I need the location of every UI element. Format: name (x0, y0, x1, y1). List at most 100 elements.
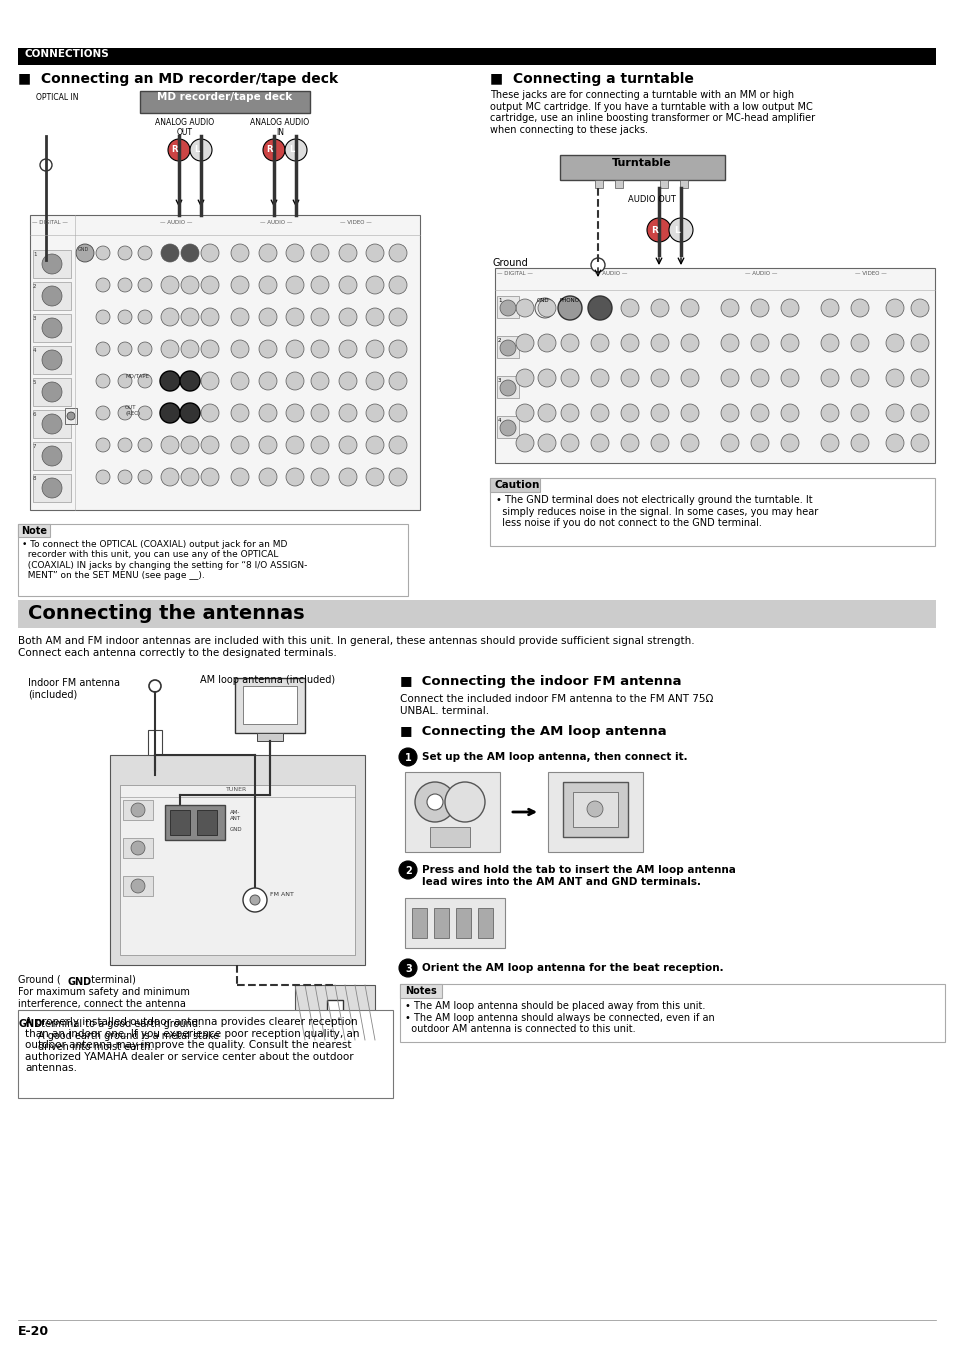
Circle shape (680, 434, 699, 453)
Circle shape (118, 309, 132, 324)
Text: Ground: Ground (493, 258, 528, 267)
Circle shape (535, 299, 555, 317)
Circle shape (42, 254, 62, 274)
Text: 2: 2 (33, 284, 36, 289)
Circle shape (850, 299, 868, 317)
Bar (196, 811, 216, 835)
Bar (120, 785, 355, 955)
Circle shape (415, 782, 455, 821)
Circle shape (516, 434, 534, 453)
Circle shape (590, 369, 608, 386)
Circle shape (650, 434, 668, 453)
Circle shape (366, 245, 384, 262)
Text: — AUDIO —: — AUDIO — (260, 220, 292, 226)
Circle shape (590, 434, 608, 453)
Bar (595, 180, 602, 188)
Text: — AUDIO —: — AUDIO — (160, 220, 193, 226)
Circle shape (499, 340, 516, 357)
Circle shape (338, 372, 356, 390)
Circle shape (138, 278, 152, 292)
Circle shape (201, 436, 219, 454)
Circle shape (680, 404, 699, 422)
Text: Connect the included indoor FM antenna to the FM ANT 75Ω
UNBAL. terminal.: Connect the included indoor FM antenna t… (399, 694, 713, 716)
Circle shape (201, 467, 219, 486)
Bar (430, 827, 470, 847)
Circle shape (620, 434, 639, 453)
Circle shape (286, 436, 304, 454)
Circle shape (311, 308, 329, 326)
Circle shape (231, 308, 249, 326)
Bar (18, 49, 935, 65)
Bar (65, 408, 77, 424)
Circle shape (311, 436, 329, 454)
Circle shape (720, 334, 739, 353)
Circle shape (668, 218, 692, 242)
Circle shape (680, 299, 699, 317)
Circle shape (650, 299, 668, 317)
Text: — AUDIO —: — AUDIO — (744, 272, 777, 276)
Bar (243, 686, 296, 724)
Circle shape (516, 369, 534, 386)
Text: ■  Connecting an MD recorder/tape deck: ■ Connecting an MD recorder/tape deck (18, 72, 337, 86)
Circle shape (258, 372, 276, 390)
Text: Connecting the antennas: Connecting the antennas (28, 604, 304, 623)
Circle shape (181, 404, 199, 422)
Bar (140, 91, 310, 113)
Circle shape (646, 218, 670, 242)
Circle shape (96, 407, 110, 420)
Text: Ground (: Ground ( (18, 975, 61, 985)
Circle shape (620, 369, 639, 386)
Circle shape (885, 434, 903, 453)
Circle shape (42, 413, 62, 434)
Circle shape (138, 309, 152, 324)
Circle shape (720, 434, 739, 453)
Circle shape (781, 299, 799, 317)
Text: E-20: E-20 (18, 1325, 49, 1337)
Circle shape (138, 246, 152, 259)
Bar (547, 771, 642, 852)
Text: 2: 2 (497, 338, 501, 343)
Circle shape (781, 404, 799, 422)
Circle shape (258, 340, 276, 358)
Circle shape (558, 296, 581, 320)
Circle shape (586, 801, 602, 817)
Circle shape (67, 412, 75, 420)
Circle shape (620, 334, 639, 353)
Text: • To connect the OPTICAL (COAXIAL) output jack for an MD
  recorder with this un: • To connect the OPTICAL (COAXIAL) outpu… (22, 540, 307, 580)
Circle shape (311, 404, 329, 422)
Circle shape (427, 794, 442, 811)
Circle shape (118, 470, 132, 484)
Text: Both AM and FM indoor antennas are included with this unit. In general, these an: Both AM and FM indoor antennas are inclu… (18, 636, 694, 658)
Text: TUNER: TUNER (226, 788, 248, 792)
Circle shape (750, 299, 768, 317)
Circle shape (180, 403, 200, 423)
Circle shape (338, 404, 356, 422)
Bar (33, 474, 71, 503)
Circle shape (560, 369, 578, 386)
Bar (123, 838, 152, 858)
Circle shape (516, 404, 534, 422)
Bar (405, 898, 504, 948)
Circle shape (338, 276, 356, 295)
Bar (327, 1000, 343, 1028)
Circle shape (311, 372, 329, 390)
Circle shape (118, 246, 132, 259)
Circle shape (160, 372, 180, 390)
Bar (490, 478, 934, 546)
Circle shape (587, 296, 612, 320)
Text: PHONO: PHONO (559, 299, 579, 303)
Circle shape (850, 404, 868, 422)
Circle shape (160, 403, 180, 423)
Circle shape (650, 369, 668, 386)
Bar (477, 908, 493, 938)
Circle shape (537, 369, 556, 386)
Circle shape (42, 317, 62, 338)
Text: L: L (674, 226, 679, 235)
Circle shape (118, 407, 132, 420)
Circle shape (201, 404, 219, 422)
Circle shape (286, 308, 304, 326)
Circle shape (243, 888, 267, 912)
Circle shape (366, 276, 384, 295)
Circle shape (338, 308, 356, 326)
Circle shape (750, 369, 768, 386)
